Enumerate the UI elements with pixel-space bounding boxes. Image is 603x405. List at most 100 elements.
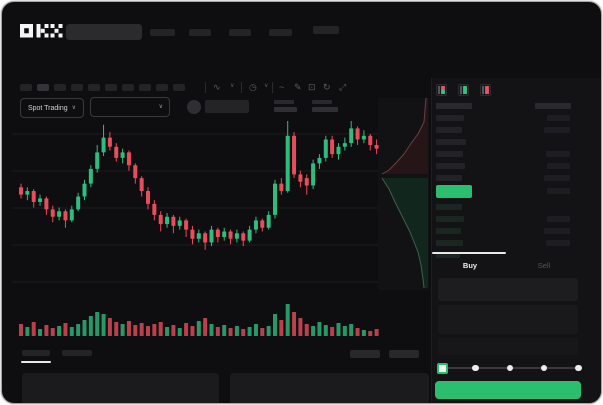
ob-col-header-placeholder	[436, 103, 472, 109]
sub-header: Spot Trading ∨ ∨	[2, 48, 601, 118]
bottom-tab-placeholder[interactable]	[62, 350, 92, 356]
bid-price-placeholder[interactable]	[436, 252, 460, 258]
ask-price-placeholder[interactable]	[436, 163, 465, 169]
orderbook-view-bids-only-icon[interactable]	[458, 84, 469, 96]
last-price-amount-placeholder	[547, 188, 570, 194]
timeframe-button[interactable]	[88, 84, 100, 91]
timeframe-button[interactable]	[37, 84, 49, 91]
bid-amount-placeholder	[544, 228, 570, 234]
draw-icon[interactable]: ✎	[294, 82, 302, 92]
ask-price-placeholder[interactable]	[436, 115, 464, 121]
timeframe-button[interactable]	[105, 84, 117, 91]
market-type-dropdown[interactable]: Spot Trading ∨	[20, 98, 84, 118]
buy-submit-button[interactable]	[435, 381, 581, 399]
slider-stop[interactable]	[540, 364, 548, 371]
last-price-badge	[436, 185, 472, 198]
total-input[interactable]	[438, 338, 578, 355]
pair-name-placeholder	[205, 100, 249, 113]
timeframe-button[interactable]	[71, 84, 83, 91]
interval-icon[interactable]: ◷	[249, 82, 257, 92]
ask-amount-placeholder	[544, 127, 570, 133]
line-tool-icon[interactable]: ~	[279, 82, 285, 92]
volume-series	[19, 304, 379, 336]
ticker-stat	[274, 100, 304, 116]
orderbook-view-combined-book-icon[interactable]	[436, 84, 447, 96]
order-tabs: Buy Sell	[431, 252, 601, 274]
coin-avatar	[187, 100, 201, 114]
okx-logo[interactable]	[20, 24, 63, 38]
orderbook-panel	[431, 78, 601, 258]
candlestick-series	[19, 121, 379, 250]
amount-slider[interactable]	[437, 362, 582, 374]
indicator-icon[interactable]: ∿	[213, 82, 221, 92]
depth-chart	[378, 98, 429, 290]
price-input[interactable]	[438, 278, 578, 301]
ask-amount-placeholder	[546, 151, 570, 157]
orders-panel-placeholder[interactable]	[22, 373, 219, 403]
stat-label-placeholder	[312, 100, 332, 104]
pair-dropdown[interactable]: ∨	[90, 97, 170, 117]
bottom-action-button[interactable]	[389, 350, 419, 358]
chevron-down-icon[interactable]: ∨	[230, 83, 235, 89]
search-input[interactable]	[66, 24, 142, 40]
timeframe-button[interactable]	[122, 84, 134, 91]
nav-item-placeholder[interactable]	[189, 29, 211, 36]
toolbar-divider	[205, 82, 206, 93]
chart-toolbar: ∿ ∨ ◷ ∨ ~ ✎ ⊡ ↻ ⤢	[2, 78, 430, 98]
toolbar-divider	[272, 82, 273, 93]
bid-price-placeholder[interactable]	[436, 204, 462, 210]
bid-price-placeholder[interactable]	[436, 228, 461, 234]
bid-amount-placeholder	[547, 216, 570, 222]
bid-price-placeholder[interactable]	[436, 240, 463, 246]
bottom-bar	[2, 347, 430, 403]
timeframe-button[interactable]	[173, 84, 185, 91]
timeframe-button[interactable]	[54, 84, 66, 91]
ticker-stats	[2, 48, 601, 112]
price-chart[interactable]	[12, 98, 432, 348]
timeframe-button[interactable]	[156, 84, 168, 91]
refresh-icon[interactable]: ↻	[323, 82, 331, 92]
ticker-stat	[312, 100, 342, 116]
ask-amount-placeholder	[547, 163, 570, 169]
ask-price-placeholder[interactable]	[436, 139, 466, 145]
nav-item-placeholder[interactable]	[150, 29, 175, 36]
timeframe-button[interactable]	[139, 84, 151, 91]
active-tab-indicator	[432, 252, 506, 254]
positions-panel-placeholder[interactable]	[230, 373, 429, 403]
ask-price-placeholder[interactable]	[436, 175, 462, 181]
ask-amount-placeholder	[547, 115, 570, 121]
chevron-down-icon: ∨	[158, 104, 163, 110]
chevron-down-icon[interactable]: ∨	[264, 83, 269, 89]
slider-stop[interactable]	[472, 364, 479, 371]
stat-value-placeholder	[312, 107, 338, 112]
snapshot-icon[interactable]: ⊡	[308, 82, 316, 92]
chevron-down-icon: ∨	[71, 105, 77, 111]
amount-input[interactable]	[438, 305, 578, 334]
active-bottom-tab-underline	[21, 361, 51, 363]
ask-price-placeholder[interactable]	[436, 127, 462, 133]
ask-price-placeholder[interactable]	[436, 151, 463, 157]
bid-price-placeholder[interactable]	[436, 216, 464, 222]
orderbook-view-asks-only-icon[interactable]	[480, 84, 491, 96]
nav-item-placeholder[interactable]	[269, 29, 292, 36]
timeframe-button[interactable]	[20, 84, 32, 91]
main-nav	[2, 2, 601, 46]
bottom-action-button[interactable]	[350, 350, 380, 358]
bid-amount-placeholder	[546, 240, 570, 246]
nav-item-placeholder[interactable]	[229, 29, 251, 36]
grid-lines	[12, 133, 428, 283]
top-bar	[2, 2, 601, 46]
nav-item-placeholder[interactable]	[313, 26, 339, 34]
slider-handle[interactable]	[437, 363, 448, 374]
tab-buy[interactable]: Buy	[462, 261, 478, 270]
bottom-tab-placeholder[interactable]	[22, 350, 50, 356]
expand-icon[interactable]: ⤢	[339, 82, 347, 92]
tab-sell[interactable]: Sell	[537, 261, 551, 270]
ask-amount-placeholder	[544, 175, 570, 181]
stat-label-placeholder	[274, 100, 294, 104]
toolbar-divider	[241, 82, 242, 93]
slider-stop[interactable]	[575, 364, 582, 371]
slider-stop[interactable]	[506, 364, 513, 371]
